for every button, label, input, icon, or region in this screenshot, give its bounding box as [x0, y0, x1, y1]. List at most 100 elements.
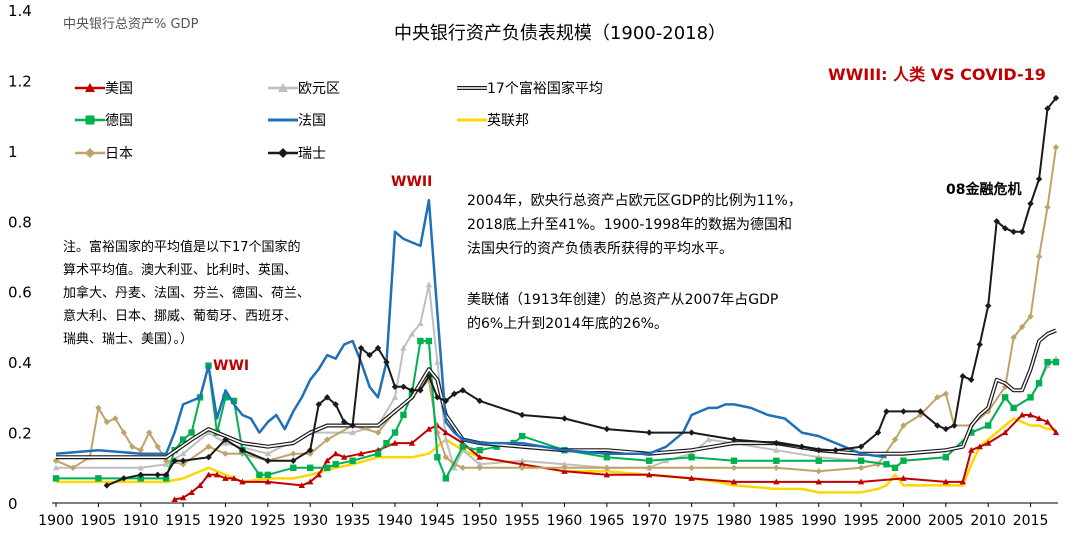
y-tick-label: 1: [8, 143, 18, 161]
x-tick-label: 1965: [589, 513, 625, 529]
data-point: [332, 401, 339, 408]
legend-label: 法国: [298, 113, 326, 129]
data-point: [985, 302, 992, 309]
legend-item: 17个富裕国家平均: [457, 80, 603, 97]
data-point: [476, 454, 483, 460]
data-point: [400, 344, 407, 351]
data-point: [278, 148, 288, 158]
data-point: [1027, 200, 1034, 207]
data-point: [323, 464, 331, 471]
data-point: [900, 408, 907, 415]
data-point: [95, 475, 102, 482]
y-tick-label: 0.2: [8, 425, 32, 443]
chart-title: 中央银行资产负债表规模（1900-2018）: [394, 23, 726, 44]
data-point: [120, 429, 127, 436]
note-text: 注。富裕国家的平均值是以下17个国家的 算术平均值。澳大利亚、比利时、英国、 加…: [63, 239, 314, 347]
data-point: [179, 494, 187, 501]
data-point: [230, 397, 238, 405]
data-point: [307, 464, 314, 471]
data-point: [417, 337, 424, 345]
data-point: [603, 454, 611, 461]
legend-item: 瑞士: [268, 146, 326, 162]
legend-item: 欧元区: [268, 81, 340, 97]
data-point: [391, 429, 399, 436]
series-0: [171, 411, 1060, 503]
series-line-inner: [56, 329, 1057, 458]
data-point: [162, 461, 170, 467]
data-point: [603, 464, 611, 471]
data-point: [52, 475, 60, 482]
data-point: [561, 464, 568, 471]
data-point: [179, 450, 187, 457]
x-tick-label: 1900: [38, 513, 74, 529]
data-point: [662, 457, 670, 464]
ecb-note: 2004年，欧央行总资产占欧元区GDP的比例为11%， 2018底上升至41%。…: [467, 193, 806, 257]
data-point: [730, 464, 738, 471]
data-point: [1010, 334, 1017, 341]
data-point: [391, 394, 399, 400]
data-point: [205, 454, 212, 461]
data-point: [188, 429, 195, 436]
data-point: [442, 429, 450, 436]
data-point: [891, 436, 899, 443]
data-point: [434, 358, 441, 365]
data-point: [985, 439, 992, 446]
data-point: [476, 446, 483, 454]
data-point: [222, 439, 229, 446]
series-4: [55, 198, 887, 459]
legend-label: 美国: [105, 81, 133, 97]
data-point: [239, 446, 246, 454]
wwii-annotation: WWII: [391, 174, 432, 190]
data-point: [476, 464, 483, 471]
data-point: [773, 439, 780, 447]
data-point: [298, 482, 305, 488]
axes: 1900 1905 1910 1915 1920 1925 1930 1935 1940 1945…: [8, 2, 1058, 529]
x-tick-label: 1920: [208, 513, 244, 529]
x-tick-label: 1995: [843, 513, 879, 529]
wwiii-annotation: WWIII: 人类 VS COVID-19: [828, 65, 1046, 84]
data-point: [137, 464, 144, 471]
data-point: [349, 422, 356, 429]
data-point: [383, 358, 390, 366]
data-point: [323, 436, 331, 443]
data-point: [179, 436, 187, 443]
data-point: [213, 471, 221, 478]
data-point: [349, 457, 356, 464]
data-point: [307, 446, 314, 454]
data-point: [1010, 404, 1017, 412]
data-point: [857, 478, 865, 485]
data-point: [264, 457, 272, 464]
data-point: [179, 457, 187, 464]
data-point: [239, 450, 246, 457]
data-point: [434, 454, 441, 461]
data-point: [857, 457, 865, 464]
x-tick-label: 1990: [801, 513, 837, 529]
data-point: [815, 446, 822, 454]
data-point: [137, 471, 144, 479]
data-point: [340, 454, 348, 460]
series-line: [174, 414, 1057, 501]
data-point: [383, 439, 390, 447]
legend-item: 日本: [75, 146, 133, 162]
x-tick-label: 1970: [631, 513, 667, 529]
data-point: [85, 83, 95, 92]
ecb-note-line: 法国央行的资产负债表所获得的平均水平。: [467, 240, 733, 257]
data-point: [815, 457, 822, 464]
data-point: [374, 450, 382, 457]
x-tick-label: 2005: [928, 513, 964, 529]
data-point: [103, 482, 111, 489]
data-point: [646, 464, 653, 471]
data-point: [52, 464, 60, 471]
data-point: [264, 450, 272, 457]
data-point: [205, 443, 212, 450]
data-point: [391, 383, 399, 390]
data-point: [366, 351, 373, 359]
data-point: [459, 443, 466, 450]
series-2: [56, 328, 1057, 460]
data-point: [290, 450, 297, 457]
data-point: [222, 394, 229, 401]
y-tick-label: 1.2: [8, 72, 32, 90]
data-point: [1052, 358, 1060, 366]
